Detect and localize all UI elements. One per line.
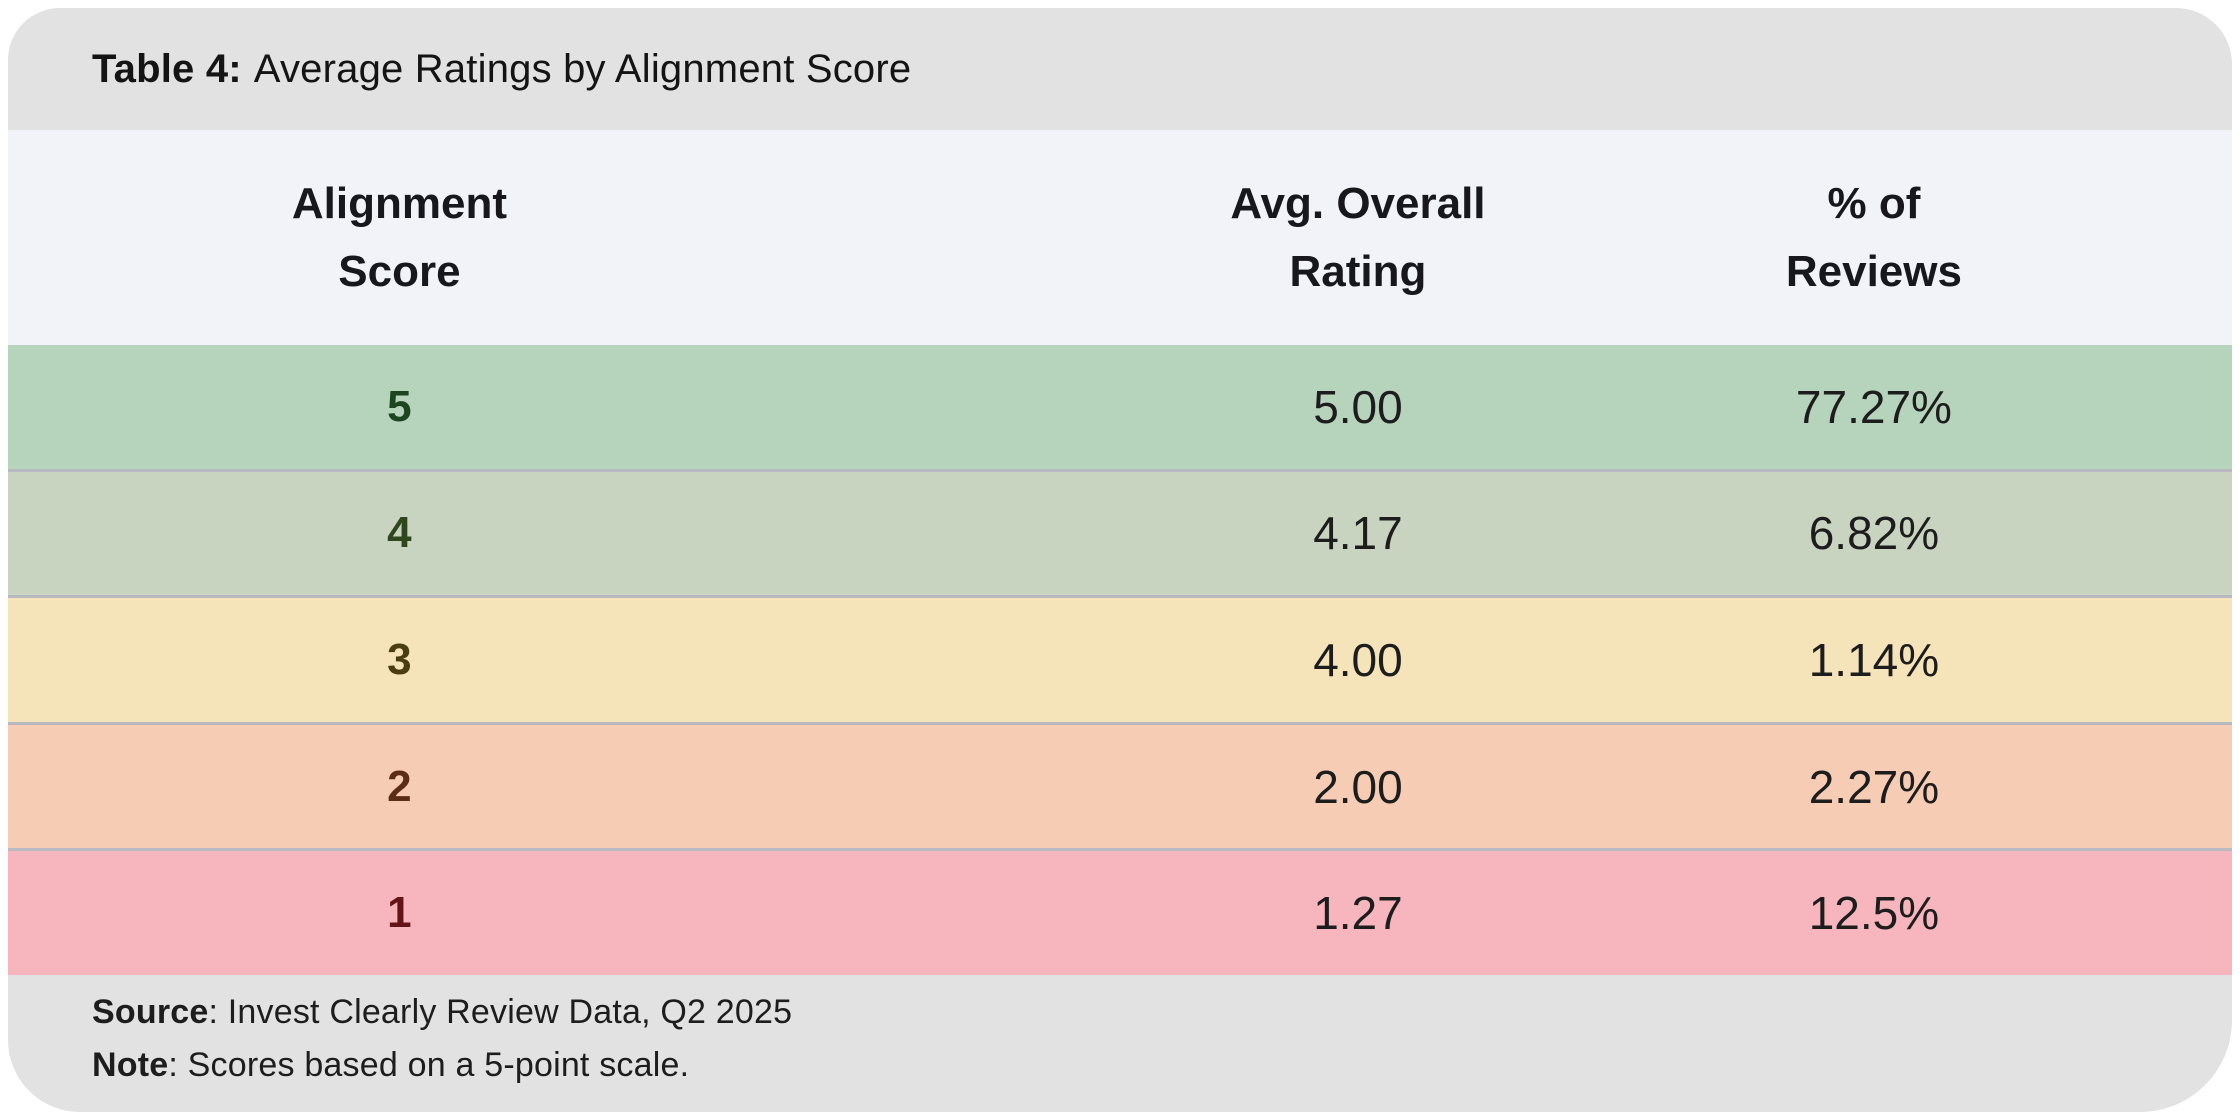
note-label: Note xyxy=(92,1046,169,1084)
score-cell: 5 xyxy=(387,381,412,431)
table-header-row: Alignment Score Avg. Overall Rating % of… xyxy=(8,130,2232,345)
page-title: Average Ratings by Alignment Score xyxy=(253,46,912,91)
header-alignment-score: Alignment Score xyxy=(291,178,507,296)
source-label: Source xyxy=(92,993,209,1031)
table-number-label: Table 4: xyxy=(92,46,242,91)
rating-cell: 2.00 xyxy=(1313,760,1403,813)
score-cell: 2 xyxy=(387,761,412,811)
score-cell: 4 xyxy=(387,508,412,558)
pct-cell: 2.27% xyxy=(1808,760,1940,813)
table-row: 1 1.27 12.5% xyxy=(8,848,2232,975)
table-card: Table 4: Average Ratings by Alignment Sc… xyxy=(8,8,2232,1112)
rating-cell: 5.00 xyxy=(1313,380,1403,433)
title-bar: Table 4: Average Ratings by Alignment Sc… xyxy=(8,8,2232,130)
table-row: 2 2.00 2.27% xyxy=(8,721,2232,849)
score-cell: 3 xyxy=(387,634,412,684)
rating-cell: 4.00 xyxy=(1313,633,1403,686)
table-row: 4 4.17 6.82% xyxy=(8,468,2232,596)
table-footer: Source: Invest Clearly Review Data, Q2 2… xyxy=(8,975,2232,1112)
pct-cell: 77.27% xyxy=(1795,380,1952,433)
pct-cell: 6.82% xyxy=(1808,507,1940,560)
header-pct-of-reviews: % of Reviews xyxy=(1785,178,1962,296)
pct-cell: 12.5% xyxy=(1808,887,1940,940)
rating-cell: 4.17 xyxy=(1313,507,1403,560)
note-line: Note: Scores based on a 5-point scale. xyxy=(92,1046,2232,1085)
source-text: : Invest Clearly Review Data, Q2 2025 xyxy=(208,993,793,1031)
table-row: 3 4.00 1.14% xyxy=(8,595,2232,722)
note-text: : Scores based on a 5-point scale. xyxy=(168,1046,690,1084)
pct-cell: 1.14% xyxy=(1808,633,1940,686)
rating-cell: 1.27 xyxy=(1313,887,1403,940)
header-avg-overall-rating: Avg. Overall Rating xyxy=(1230,178,1486,296)
table-row: 5 5.00 77.27% xyxy=(8,345,2232,469)
score-cell: 1 xyxy=(387,888,412,938)
source-line: Source: Invest Clearly Review Data, Q2 2… xyxy=(92,993,2232,1032)
table-body: 5 5.00 77.27% 4 4.17 6.82% 3 4.00 1.14% … xyxy=(8,345,2232,975)
